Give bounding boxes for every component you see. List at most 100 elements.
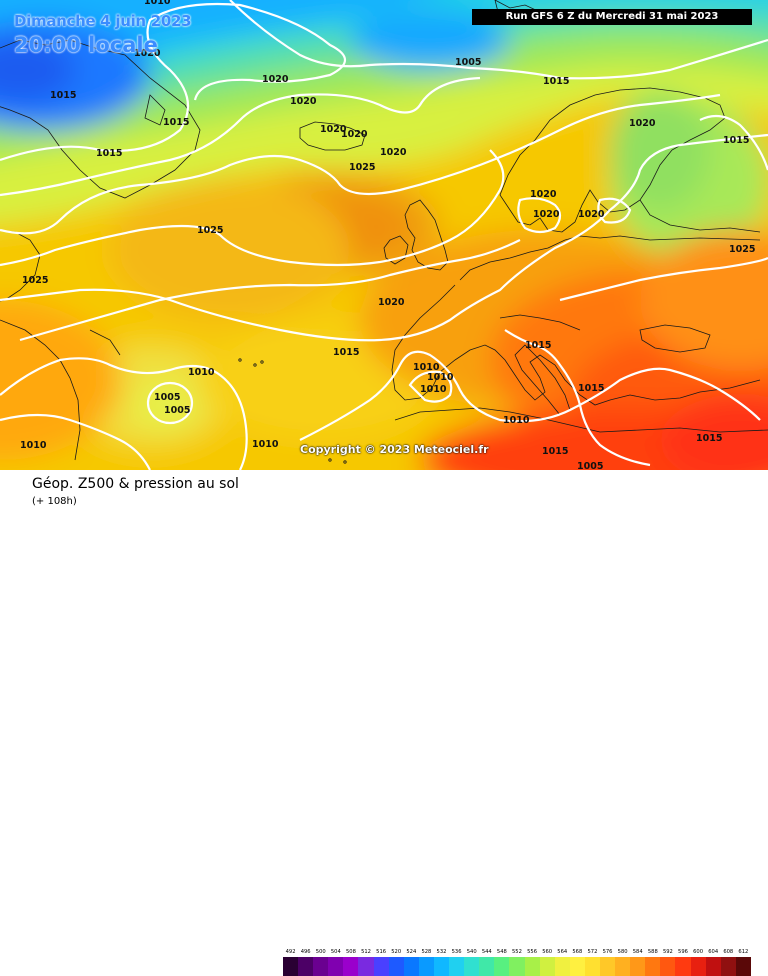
- legend-swatch: [449, 957, 465, 976]
- isobar-label: 1020: [134, 48, 161, 59]
- legend-label: 596: [678, 949, 688, 955]
- legend-label: 540: [466, 949, 477, 955]
- isobar-label: 1020: [320, 124, 347, 135]
- copyright-notice: Copyright © 2023 Meteociel.fr: [300, 443, 489, 456]
- legend-label: 512: [361, 949, 371, 955]
- isobar-label: 1005: [164, 405, 190, 416]
- legend-swatch: [735, 957, 751, 976]
- legend-label: 500: [315, 949, 326, 955]
- legend-label: 548: [496, 949, 507, 955]
- legend-label: 556: [527, 949, 537, 955]
- forecast-lead-time: (+ 108h): [32, 496, 77, 507]
- isobar-label: 1020: [290, 96, 317, 107]
- isobar-labels: 1010 1020 1005 1015 1015 1020 1020 1015 …: [20, 0, 755, 470]
- legend-swatch: [418, 957, 434, 976]
- isobar-label: 1015: [543, 76, 569, 87]
- isobar-label: 1020: [378, 297, 405, 308]
- legend-swatch: [464, 957, 480, 976]
- legend-swatch: [494, 957, 510, 976]
- legend-swatch: [373, 957, 389, 976]
- legend-swatch: [630, 957, 646, 976]
- isobar-label: 1010: [420, 384, 447, 395]
- isobar-label: 1020: [262, 74, 289, 85]
- isobar-label: 1015: [96, 148, 122, 159]
- legend-label: 604: [708, 949, 719, 955]
- legend-swatches: [283, 957, 751, 976]
- legend-swatch: [283, 957, 299, 976]
- isobar-label: 1015: [163, 117, 189, 128]
- legend-label: 572: [587, 949, 598, 955]
- legend-label: 528: [421, 949, 432, 955]
- legend-label: 552: [512, 949, 522, 955]
- legend-swatch: [584, 957, 600, 976]
- legend-swatch: [479, 957, 495, 976]
- forecast-date: Dimanche 4 juin 2023: [14, 12, 192, 30]
- legend-label: 584: [632, 949, 643, 955]
- forecast-time: 20:00 locale: [14, 33, 158, 57]
- isobar-label: 1010: [20, 440, 47, 451]
- legend-label: 560: [542, 949, 553, 955]
- isobar-label: 1015: [542, 446, 568, 457]
- legend-label: 568: [572, 949, 583, 955]
- legend-swatch: [690, 957, 706, 976]
- isobar-label: 1015: [723, 135, 749, 146]
- legend-label: 580: [617, 949, 628, 955]
- isobar-label: 1005: [577, 461, 603, 470]
- legend-label: 496: [300, 949, 311, 955]
- legend-swatch: [328, 957, 344, 976]
- weather-map: 1010 1020 1005 1015 1015 1020 1020 1015 …: [0, 0, 768, 470]
- legend-swatch: [343, 957, 359, 976]
- map-footer: Géop. Z500 & pression au sol (+ 108h) 49…: [0, 470, 768, 976]
- legend-swatch: [313, 957, 329, 976]
- legend-swatch: [298, 957, 314, 976]
- legend-swatch: [403, 957, 419, 976]
- isobar-label: 1005: [154, 392, 180, 403]
- legend-swatch: [524, 957, 540, 976]
- isobar-label: 1020: [341, 129, 368, 140]
- legend-swatch: [358, 957, 374, 976]
- isobar-label: 1025: [22, 275, 48, 286]
- legend-swatch: [509, 957, 525, 976]
- legend-label: 508: [345, 949, 356, 955]
- legend-swatch: [433, 957, 450, 976]
- legend-label: 492: [285, 949, 296, 955]
- isobar-label: 1010: [188, 367, 215, 378]
- legend-label: 600: [693, 949, 704, 955]
- legend-label: 588: [647, 949, 658, 955]
- legend-label: 608: [723, 949, 734, 955]
- legend-label: 592: [662, 949, 673, 955]
- legend-label: 544: [481, 949, 492, 955]
- legend-label: 536: [451, 949, 462, 955]
- model-run-info: Run GFS 6 Z du Mercredi 31 mai 2023: [472, 9, 752, 25]
- legend-label: 612: [738, 949, 749, 955]
- isobars: [0, 0, 768, 470]
- isobar-label: 1015: [696, 433, 722, 444]
- isobar-label: 1015: [578, 383, 604, 394]
- isobar-label: 1010: [427, 372, 454, 383]
- isobar-label: 1020: [578, 209, 605, 220]
- legend-swatch: [645, 957, 661, 976]
- isobar-label: 1010: [413, 362, 440, 373]
- isobar-label: 1015: [333, 347, 359, 358]
- legend-label: 532: [436, 949, 447, 955]
- legend-label: 516: [376, 949, 387, 955]
- legend-swatch: [705, 957, 721, 976]
- legend-label: 520: [391, 949, 402, 955]
- isobar-label: 1010: [144, 0, 171, 7]
- legend-swatch: [554, 957, 570, 976]
- isobar-label: 1025: [349, 162, 375, 173]
- isobar-label: 1010: [252, 439, 279, 450]
- legend-swatch: [569, 957, 585, 976]
- legend-swatch: [388, 957, 404, 976]
- color-legend: 492 496 500 504 508 512 516 520 524 528 532 536 540 5…: [283, 949, 751, 976]
- isobar-label: 1020: [530, 189, 557, 200]
- isobar-label: 1025: [729, 244, 755, 255]
- isobar-label: 1020: [629, 118, 656, 129]
- legend-swatch: [660, 957, 676, 976]
- legend-label: 564: [557, 949, 568, 955]
- map-title: Géop. Z500 & pression au sol: [32, 476, 239, 492]
- legend-swatch: [720, 957, 736, 976]
- legend-swatch: [615, 957, 631, 976]
- legend-label: 524: [406, 949, 417, 955]
- map-canvas: 1010 1020 1005 1015 1015 1020 1020 1015 …: [0, 0, 768, 470]
